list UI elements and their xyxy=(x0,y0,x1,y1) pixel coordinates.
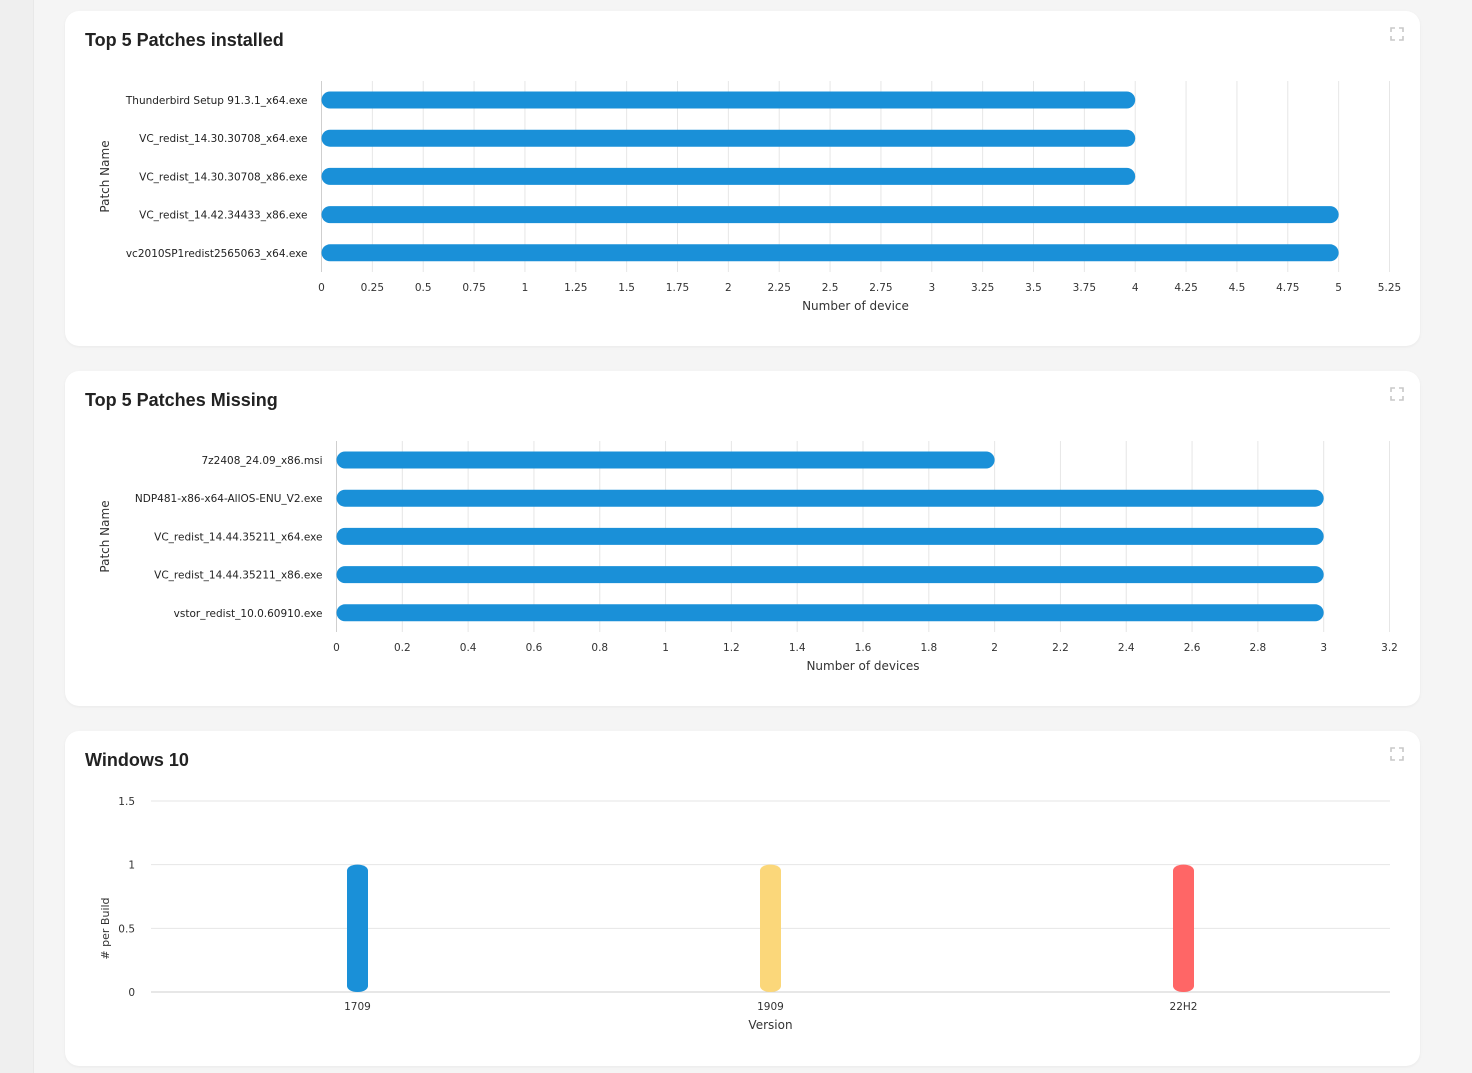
patches-missing-chart: 0 0.2 0.4 0.6 0.8 1 1.2 1.4 1.6 1.8 2 2.2 2.4 2.6 2.8 3… xyxy=(98,441,1398,673)
bar xyxy=(760,864,781,992)
x-tick-label: 1 xyxy=(522,282,529,294)
x-tick-label: 0.5 xyxy=(415,282,432,294)
x-tick-label: 0.75 xyxy=(462,282,485,294)
left-sidebar-edge xyxy=(0,0,34,1073)
x-tick-label: 5 xyxy=(1335,282,1342,294)
x-tick-label: 1.5 xyxy=(618,282,635,294)
x-tick-label: 4.75 xyxy=(1276,282,1299,294)
card-title: Top 5 Patches Missing xyxy=(85,390,278,410)
x-tick-label: 1.6 xyxy=(855,642,872,654)
x-tick-label: 3.75 xyxy=(1073,282,1096,294)
x-tick-label: 1.75 xyxy=(666,282,689,294)
x-tick-label: 2.2 xyxy=(1052,642,1069,654)
bar xyxy=(336,489,1324,507)
category-label: VC_redist_14.30.30708_x86.exe xyxy=(139,171,307,183)
y-axis-title: Patch Name xyxy=(98,140,112,212)
x-tick-label: 0.4 xyxy=(460,642,477,654)
category-label: NDP481-x86-x64-AllOS-ENU_V2.exe xyxy=(135,493,323,505)
x-tick-label: 1 xyxy=(662,642,669,654)
x-tick-label: 4.5 xyxy=(1229,282,1246,294)
category-label: VC_redist_14.44.35211_x64.exe xyxy=(154,531,322,543)
x-tick-label: 3.5 xyxy=(1025,282,1042,294)
category-label: VC_redist_14.42.34433_x86.exe xyxy=(139,210,307,222)
card-top-patches-installed: Top 5 Patches installed 0 0.25 0.5 0.75 1 1.2… xyxy=(65,11,1420,346)
x-axis-title: Version xyxy=(748,1018,792,1032)
x-tick-label: 0 xyxy=(318,282,325,294)
bar xyxy=(1173,864,1194,992)
x-tick-label: 2.5 xyxy=(822,282,839,294)
expand-icon[interactable] xyxy=(1390,747,1404,761)
x-tick-label: 0.6 xyxy=(526,642,543,654)
category-label: VC_redist_14.44.35211_x86.exe xyxy=(154,570,322,582)
x-tick-label: 2 xyxy=(991,642,998,654)
bar xyxy=(321,91,1136,109)
x-axis-title: Number of device xyxy=(802,299,909,313)
bar xyxy=(321,129,1136,147)
y-axis-title: # per Build xyxy=(99,897,112,959)
x-tick-label: 1709 xyxy=(344,1001,371,1013)
x-tick-label: 3.2 xyxy=(1381,642,1398,654)
category-label: vstor_redist_10.0.60910.exe xyxy=(174,608,323,620)
x-tick-label: 4.25 xyxy=(1174,282,1197,294)
bar xyxy=(336,451,995,469)
x-tick-label: 1.25 xyxy=(564,282,587,294)
x-tick-label: 4 xyxy=(1132,282,1139,294)
x-tick-label: 22H2 xyxy=(1170,1001,1198,1013)
patches-installed-chart: 0 0.25 0.5 0.75 1 1.25 1.5 1.75 2 2.25 2.5 2.75 3 3.2… xyxy=(98,81,1401,313)
y-tick-label: 1.5 xyxy=(118,796,135,808)
category-label: VC_redist_14.30.30708_x64.exe xyxy=(139,133,307,145)
x-tick-label: 2 xyxy=(725,282,732,294)
x-tick-label: 2.4 xyxy=(1118,642,1135,654)
category-label: 7z2408_24.09_x86.msi xyxy=(201,455,322,467)
x-tick-label: 1.8 xyxy=(920,642,937,654)
category-label: vc2010SP1redist2565063_x64.exe xyxy=(126,248,308,260)
x-tick-label: 5.25 xyxy=(1378,282,1401,294)
expand-icon[interactable] xyxy=(1390,387,1404,401)
x-tick-label: 0 xyxy=(333,642,340,654)
x-tick-label: 1.2 xyxy=(723,642,740,654)
x-tick-label: 3 xyxy=(928,282,935,294)
card-title: Windows 10 xyxy=(85,750,189,770)
y-tick-label: 1 xyxy=(128,860,135,872)
x-tick-label: 2.8 xyxy=(1250,642,1267,654)
x-tick-label: 1.4 xyxy=(789,642,806,654)
bar xyxy=(347,864,368,992)
x-tick-label: 0.25 xyxy=(361,282,384,294)
bar xyxy=(336,566,1324,584)
x-axis-title: Number of devices xyxy=(806,659,919,673)
card-windows-10: Windows 10 0 0.5 1 1.5 1709 1909 22H2 Version # … xyxy=(65,731,1420,1066)
x-tick-label: 2.25 xyxy=(768,282,791,294)
bar xyxy=(336,527,1324,545)
x-tick-label: 3 xyxy=(1320,642,1327,654)
x-tick-label: 0.8 xyxy=(591,642,608,654)
y-tick-label: 0.5 xyxy=(118,923,135,935)
card-top-patches-missing: Top 5 Patches Missing 0 0.2 0.4 0.6 0.8 1 1.2 1… xyxy=(65,371,1420,706)
bar xyxy=(336,604,1324,622)
card-title: Top 5 Patches installed xyxy=(85,30,284,50)
bar xyxy=(321,167,1136,185)
x-tick-label: 0.2 xyxy=(394,642,411,654)
x-tick-label: 2.75 xyxy=(869,282,892,294)
expand-icon[interactable] xyxy=(1390,27,1404,41)
windows-10-chart: 0 0.5 1 1.5 1709 1909 22H2 Version # per Build xyxy=(99,796,1390,1032)
category-label: Thunderbird Setup 91.3.1_x64.exe xyxy=(125,95,308,107)
x-tick-label: 3.25 xyxy=(971,282,994,294)
x-tick-label: 2.6 xyxy=(1184,642,1201,654)
y-axis-title: Patch Name xyxy=(98,500,112,572)
y-tick-label: 0 xyxy=(128,987,135,999)
bar xyxy=(321,244,1339,262)
x-tick-label: 1909 xyxy=(757,1001,784,1013)
bar xyxy=(321,206,1339,224)
